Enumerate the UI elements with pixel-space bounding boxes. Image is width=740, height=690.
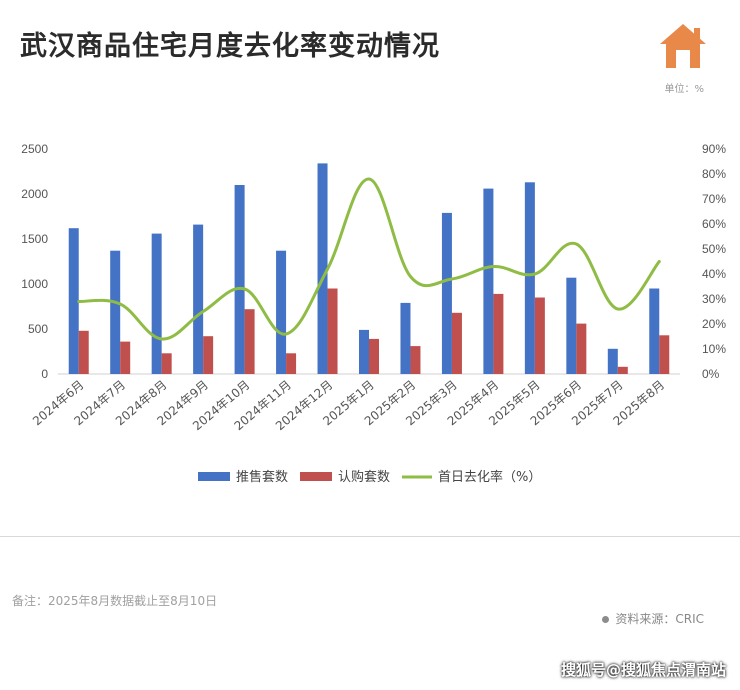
bar-subscribe xyxy=(120,341,131,374)
left-tick-label: 2000 xyxy=(21,187,48,201)
bar-supply xyxy=(68,228,79,374)
bar-subscribe xyxy=(659,335,670,374)
right-tick-label: 40% xyxy=(702,267,726,281)
legend-label-supply: 推售套数 xyxy=(236,469,288,485)
right-tick-label: 20% xyxy=(702,317,726,331)
bar-supply xyxy=(649,288,660,374)
left-tick-label: 1500 xyxy=(21,232,48,246)
bar-subscribe xyxy=(203,336,214,374)
bullet-dot-icon xyxy=(602,616,610,623)
footnote: 备注：2025年8月数据截止至8月10日 xyxy=(12,594,218,608)
watermark: 搜狐号@搜狐焦点渭南站 xyxy=(560,661,726,679)
right-tick-label: 60% xyxy=(702,217,726,231)
legend-swatch-subscribe xyxy=(300,472,332,481)
bar-subscribe xyxy=(369,338,379,374)
bar-supply xyxy=(193,224,204,374)
left-tick-label: 1000 xyxy=(21,277,48,291)
source-text: 资料来源：CRIC xyxy=(615,612,704,626)
bar-supply xyxy=(400,302,411,374)
left-tick-label: 0 xyxy=(41,367,48,381)
divider xyxy=(0,536,740,537)
bar-supply xyxy=(566,277,577,374)
right-tick-label: 50% xyxy=(702,242,726,256)
right-tick-label: 0% xyxy=(702,367,720,381)
source-label: 资料来源：CRIC xyxy=(602,610,704,627)
right-tick-label: 10% xyxy=(702,342,726,356)
bar-supply xyxy=(317,163,328,374)
bar-supply xyxy=(276,250,287,374)
house-icon xyxy=(660,24,706,68)
chart-title: 武汉商品住宅月度去化率变动情况 xyxy=(20,31,440,62)
bar-subscribe xyxy=(451,312,462,374)
bar-supply xyxy=(234,185,245,374)
bar-supply xyxy=(607,348,618,374)
bar-subscribe xyxy=(534,297,545,374)
bar-supply xyxy=(441,212,452,374)
left-tick-label: 500 xyxy=(28,322,48,336)
bar-supply xyxy=(359,329,369,374)
bar-subscribe xyxy=(244,309,255,374)
bar-supply xyxy=(483,188,494,374)
bar-subscribe xyxy=(576,323,587,374)
right-tick-label: 90% xyxy=(702,142,726,156)
legend-label-subscribe: 认购套数 xyxy=(338,469,390,485)
bar-subscribe xyxy=(286,353,297,374)
bar-subscribe xyxy=(410,346,421,374)
bar-subscribe xyxy=(493,293,504,374)
unit-label: 单位：% xyxy=(664,84,704,95)
legend-swatch-supply xyxy=(198,472,230,481)
bar-supply xyxy=(110,250,121,374)
bar-supply xyxy=(524,182,535,374)
bar-subscribe xyxy=(161,353,172,374)
right-tick-label: 80% xyxy=(702,167,726,181)
bar-subscribe xyxy=(327,288,338,374)
right-tick-label: 70% xyxy=(702,192,726,206)
combo-chart: 0 500 1000 1500 2000 2500 0% 10% 20% 30% 40% 50% 60%… xyxy=(21,142,726,485)
legend-label-rate: 首日去化率（%） xyxy=(438,469,541,485)
bar-supply xyxy=(151,233,162,374)
left-tick-label: 2500 xyxy=(21,142,48,156)
bar-subscribe xyxy=(617,366,628,374)
bar-subscribe xyxy=(78,330,89,374)
right-tick-label: 30% xyxy=(702,292,726,306)
